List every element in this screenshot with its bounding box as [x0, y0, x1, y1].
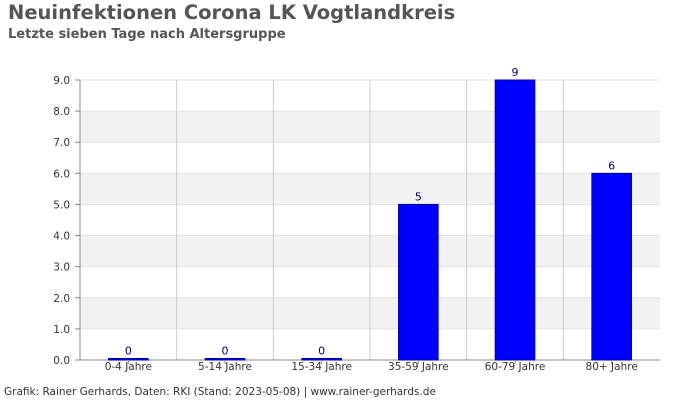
source-footer: Grafik: Rainer Gerhards, Daten: RKI (Sta… — [4, 386, 436, 398]
x-tick-label: 60-79 Jahre — [485, 361, 546, 373]
bar-0-4-jahre — [108, 358, 149, 361]
bar-5-14-jahre — [204, 358, 246, 361]
bar-60-79-jahre — [494, 79, 536, 361]
y-tick-label: 3.0 — [53, 262, 70, 274]
bar-15-34-jahre — [301, 358, 342, 361]
y-tick-label: 7.0 — [53, 137, 70, 149]
bar-35-59-jahre — [398, 203, 439, 361]
data-label: 0 — [125, 345, 132, 358]
x-tick-label: 80+ Jahre — [586, 361, 638, 373]
data-label: 6 — [608, 159, 615, 172]
y-tick-label: 9.0 — [53, 75, 70, 87]
x-tick-label: 0-4 Jahre — [105, 361, 152, 373]
y-tick-label: 6.0 — [53, 168, 70, 180]
bar-80-jahre — [591, 172, 632, 361]
chart-subtitle: Letzte sieben Tage nach Altersgruppe — [8, 27, 286, 42]
y-tick-label: 2.0 — [53, 293, 70, 305]
x-tick-label: 35-59 Jahre — [388, 361, 449, 373]
x-tick-label: 15-34 Jahre — [291, 361, 352, 373]
y-tick-label: 8.0 — [53, 106, 70, 118]
data-label: 5 — [415, 190, 422, 203]
y-tick-label: 5.0 — [53, 199, 70, 211]
y-tick-label: 4.0 — [53, 231, 70, 243]
x-tick-label: 5-14 Jahre — [198, 361, 252, 373]
chart-title: Neuinfektionen Corona LK Vogtlandkreis — [8, 1, 456, 24]
data-label: 9 — [512, 66, 519, 79]
y-tick-label: 1.0 — [53, 324, 70, 336]
data-label: 0 — [318, 345, 325, 358]
data-label: 0 — [222, 345, 229, 358]
y-tick-label: 0.0 — [53, 355, 70, 367]
